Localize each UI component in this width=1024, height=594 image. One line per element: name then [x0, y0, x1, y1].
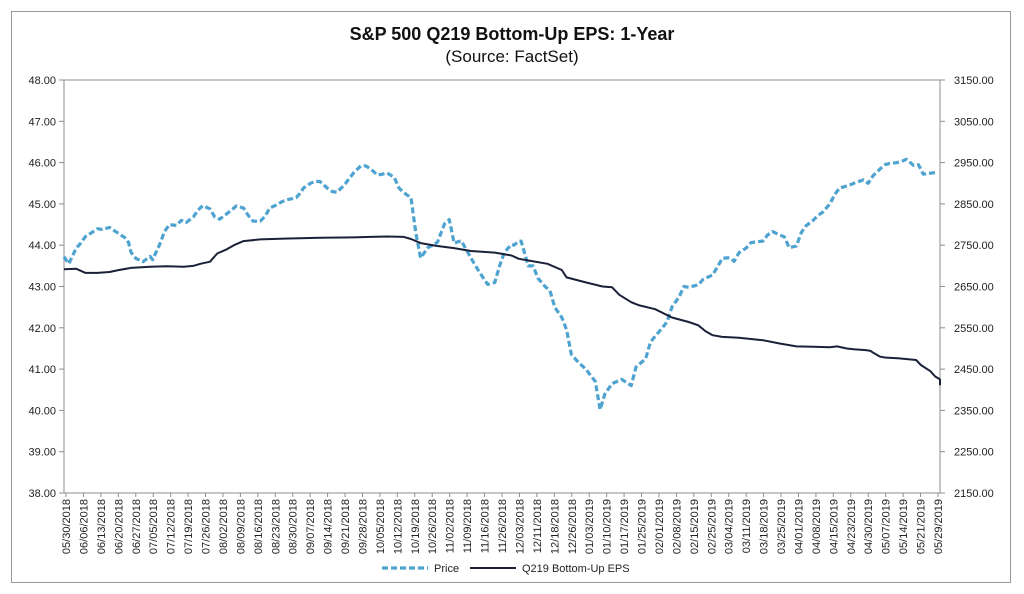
x-tick-label: 12/26/2018 — [567, 499, 579, 554]
x-tick-label: 01/25/2019 — [637, 499, 649, 554]
y-right-tick-label: 2250.00 — [954, 447, 994, 459]
x-tick-label: 11/09/2018 — [462, 499, 474, 553]
x-tick-label: 02/01/2019 — [654, 499, 666, 554]
series-line-price — [62, 157, 936, 412]
y-left-tick-label: 48.00 — [28, 75, 56, 87]
x-tick-label: 08/23/2018 — [270, 499, 282, 554]
x-tick-label: 06/27/2018 — [131, 499, 143, 554]
x-tick-label: 05/30/2018 — [61, 499, 73, 554]
x-tick-label: 06/06/2018 — [78, 499, 90, 554]
x-tick-label: 09/21/2018 — [340, 499, 352, 554]
x-tick-label: 06/13/2018 — [96, 499, 108, 554]
x-tick-label: 03/04/2019 — [724, 499, 736, 554]
x-tick-label: 10/26/2018 — [427, 499, 439, 554]
legend-label-q219-bottom-up-eps: Q219 Bottom-Up EPS — [522, 563, 630, 575]
x-tick-label: 08/30/2018 — [288, 499, 300, 554]
x-tick-label: 04/23/2019 — [846, 499, 858, 554]
y-right-tick-label: 2450.00 — [954, 364, 994, 376]
y-right-tick-label: 2950.00 — [954, 158, 994, 170]
y-left-tick-label: 44.00 — [28, 240, 56, 252]
x-tick-label: 09/14/2018 — [323, 499, 335, 554]
x-tick-label: 11/26/2018 — [497, 499, 509, 553]
y-right-tick-label: 2550.00 — [954, 323, 994, 335]
y-left-tick-label: 42.00 — [28, 323, 56, 335]
plot-border — [63, 79, 941, 494]
x-tick-label: 06/20/2018 — [113, 499, 125, 554]
y-left-tick-label: 41.00 — [28, 364, 56, 376]
plot-area — [63, 79, 941, 494]
x-tick-label: 07/05/2018 — [148, 499, 160, 554]
x-tick-label: 07/12/2018 — [166, 499, 178, 554]
y-right-tick-label: 3050.00 — [954, 116, 994, 128]
y-right-tick-label: 3150.00 — [954, 75, 994, 87]
x-axis: 05/30/2018 06/06/2018 06/13/2018 06/20/2018… — [61, 493, 945, 554]
y-left-tick-label: 45.00 — [28, 199, 56, 211]
legend: Price Q219 Bottom-Up EPS — [382, 563, 630, 575]
x-tick-label: 04/01/2019 — [793, 499, 805, 554]
x-tick-label: 11/02/2018 — [445, 499, 457, 553]
x-tick-label: 03/11/2019 — [741, 499, 753, 553]
y-left-tick-label: 38.00 — [28, 488, 56, 500]
x-tick-label: 12/11/2018 — [532, 499, 544, 553]
x-tick-label: 04/08/2019 — [811, 499, 823, 554]
y-right-tick-label: 2350.00 — [954, 405, 994, 417]
x-tick-label: 01/17/2019 — [619, 499, 631, 554]
x-tick-label: 02/08/2019 — [671, 499, 683, 554]
y-left-tick-label: 46.00 — [28, 158, 56, 170]
y-left-tick-label: 47.00 — [28, 116, 56, 128]
x-tick-label: 07/19/2018 — [183, 499, 195, 554]
x-tick-label: 03/18/2019 — [759, 499, 771, 554]
x-tick-label: 01/10/2019 — [602, 499, 614, 554]
chart-frame — [11, 11, 1011, 583]
x-tick-label: 05/21/2019 — [916, 499, 928, 554]
x-tick-label: 02/15/2019 — [689, 499, 701, 554]
x-tick-label: 02/25/2019 — [706, 499, 718, 554]
y-right-axis: 2150.00 2250.00 2350.00 2450.00 2550.00 2650.… — [940, 75, 994, 500]
x-tick-label: 12/18/2018 — [549, 499, 561, 554]
series-line-q219-bottom-up-eps — [63, 235, 941, 386]
x-tick-label: 08/16/2018 — [253, 499, 265, 554]
x-tick-label: 04/15/2019 — [828, 499, 840, 554]
x-tick-label: 12/03/2018 — [514, 499, 526, 554]
series-layer — [62, 157, 941, 412]
chart-title: S&P 500 Q219 Bottom-Up EPS: 1-Year — [349, 24, 675, 44]
x-tick-label: 05/14/2019 — [898, 499, 910, 554]
x-tick-label: 10/05/2018 — [375, 499, 387, 554]
x-tick-label: 10/19/2018 — [410, 499, 422, 554]
y-left-tick-label: 43.00 — [28, 282, 56, 294]
x-tick-label: 05/07/2019 — [881, 499, 893, 554]
x-tick-label: 07/26/2018 — [201, 499, 213, 554]
y-right-tick-label: 2650.00 — [954, 282, 994, 294]
y-left-tick-label: 39.00 — [28, 447, 56, 459]
chart-subtitle: (Source: FactSet) — [445, 47, 579, 66]
y-left-axis: 38.00 39.00 40.00 41.00 42.00 43.00 44.00 45.00… — [28, 75, 64, 500]
y-right-tick-label: 2750.00 — [954, 240, 994, 252]
x-tick-label: 10/12/2018 — [392, 499, 404, 554]
x-tick-label: 08/09/2018 — [235, 499, 247, 554]
x-tick-label: 11/16/2018 — [480, 499, 492, 553]
y-right-tick-label: 2150.00 — [954, 488, 994, 500]
x-tick-label: 03/25/2019 — [776, 499, 788, 554]
x-tick-label: 05/29/2019 — [933, 499, 945, 554]
x-tick-label: 09/28/2018 — [357, 499, 369, 554]
x-tick-label: 04/30/2019 — [863, 499, 875, 554]
y-right-tick-label: 2850.00 — [954, 199, 994, 211]
legend-label-price: Price — [434, 563, 459, 575]
x-tick-label: 01/03/2019 — [584, 499, 596, 554]
y-left-tick-label: 40.00 — [28, 405, 56, 417]
x-tick-label: 08/02/2018 — [218, 499, 230, 554]
x-tick-label: 09/07/2018 — [305, 499, 317, 554]
